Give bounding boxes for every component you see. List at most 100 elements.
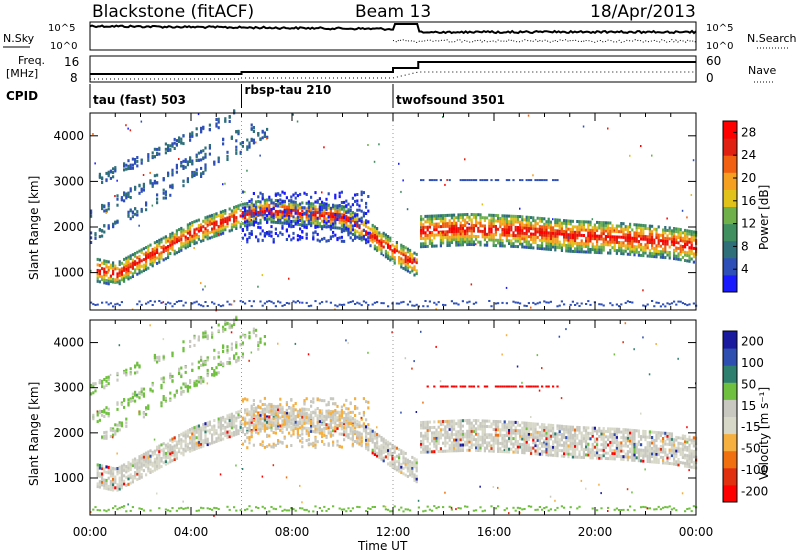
echo-cell [266,231,269,234]
echo-cell [664,250,667,254]
echo-cell [96,485,99,489]
echo-cell [202,233,205,237]
echo-cell [523,234,526,238]
echo-cell [343,239,346,243]
echo-cell [589,234,592,238]
echo-cell [448,243,451,247]
echo-cell [189,135,192,139]
echo-cell [272,415,275,419]
echo-cell [472,240,475,244]
echo-cell [299,223,302,227]
echo-cell [549,242,552,246]
echo-cell [589,248,592,251]
echo-cell [246,145,249,149]
echo-cell [640,245,643,249]
echo-cell [164,240,167,244]
echo-cell [354,414,357,417]
echo-cell [248,206,251,210]
echo-cell [345,407,348,411]
echo-cell [255,217,258,221]
echo-cell [175,509,178,512]
echo-cell [468,229,471,233]
echo-cell [439,241,442,245]
echo-cell [679,250,682,253]
echo-cell [541,179,544,182]
echo-cell [305,426,308,430]
echo-cell [294,342,297,345]
echo-cell [189,227,192,231]
echo-cell [629,225,632,229]
echo-cell [301,213,304,216]
echo-cell [589,228,592,232]
echo-cell [195,444,198,448]
echo-cell [503,230,506,234]
echo-cell [164,190,167,194]
echo-cell [530,235,533,239]
echo-cell [686,240,689,244]
echo-cell [134,390,137,394]
echo-cell [365,219,368,223]
echo-cell [576,241,579,245]
echo-cell [519,234,522,238]
echo-cell [362,422,365,426]
echo-cell [545,228,548,232]
echo-cell [162,398,165,401]
echo-cell [193,174,196,177]
echo-cell [481,235,484,239]
echo-cell [224,425,227,429]
echo-cell [288,509,291,512]
echo-cell [332,234,335,238]
echo-cell [259,206,262,210]
echo-cell [189,244,192,247]
echo-cell [393,247,396,251]
echo-cell [591,234,594,238]
echo-cell [233,222,236,226]
echo-cell [347,407,350,411]
echo-cell [336,204,339,208]
echo-cell [541,225,544,229]
echo-cell [193,445,196,449]
echo-cell [136,394,138,396]
echo-cell [103,378,106,381]
echo-cell [224,228,227,232]
echo-cell [140,454,143,457]
echo-cell [246,147,249,151]
echo-cell [290,434,293,438]
echo-cell [131,210,134,214]
echo-cell [305,407,308,411]
echo-cell [417,305,420,308]
echo-cell [433,222,436,226]
echo-cell [373,247,376,251]
echo-cell [239,423,242,427]
echo-cell [349,215,352,219]
echo-cell [178,367,181,371]
echo-cell [349,437,352,441]
echo-cell [514,236,517,240]
echo-cell [171,237,174,241]
echo-cell [510,233,513,237]
echo-cell [618,243,621,247]
echo-cell [684,253,687,257]
echo-cell [160,245,163,249]
echo-cell [329,412,332,416]
echo-cell [404,265,407,269]
echo-cell [200,363,203,367]
echo-cell [499,217,502,220]
echo-cell [226,300,229,303]
echo-cell [338,421,341,425]
echo-cell [294,423,297,427]
echo-cell [545,301,548,304]
echo-cell [277,418,280,422]
echo-cell [204,146,207,150]
echo-cell [367,195,370,198]
echo-cell [283,424,286,428]
echo-cell [464,240,467,244]
echo-cell [142,394,145,398]
echo-cell [180,438,183,442]
echo-cell [552,245,555,249]
echo-cell [690,238,693,242]
echo-cell [151,469,154,473]
echo-cell [360,222,363,225]
echo-cell [532,240,535,244]
echo-cell [516,217,519,221]
